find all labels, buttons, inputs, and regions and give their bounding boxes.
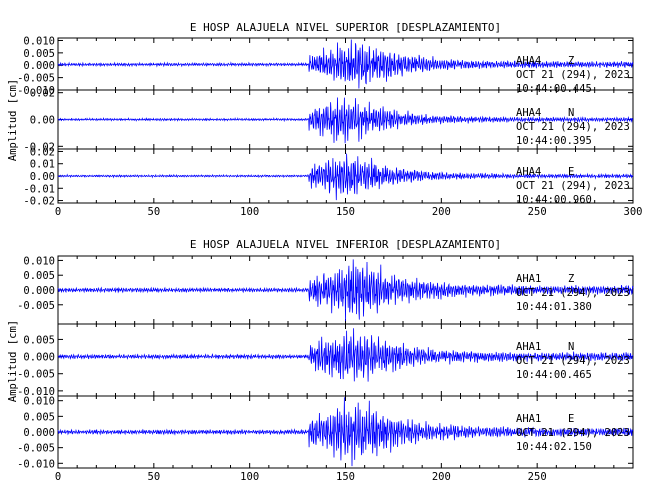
y-tick-label: -0.005 xyxy=(17,443,55,455)
date-label: OCT 21 (294), 2023 xyxy=(516,287,630,299)
chart-group-1: E HOSP ALAJUELA NIVEL SUPERIOR [DESPLAZA… xyxy=(7,21,642,218)
y-tick-label: -0.02 xyxy=(23,196,55,208)
y-tick-label: 0.02 xyxy=(30,146,55,158)
component-label: E xyxy=(568,166,574,178)
y-tick-label: -0.01 xyxy=(23,183,55,195)
y-tick-label: 0.010 xyxy=(23,35,55,47)
y-tick-label: 0.000 xyxy=(23,427,55,439)
x-tick-label: 50 xyxy=(148,471,161,483)
time-label: 10:44:00.445 xyxy=(516,83,592,95)
y-tick-label: -0.010 xyxy=(17,85,55,97)
component-label: N xyxy=(568,341,574,353)
panel-aha1-e: 0.010 0.005 0.000 -0.005 -0.010 AHA1 E OCT 21 (… xyxy=(17,395,634,470)
waveform-aha4-n xyxy=(57,97,634,144)
time-label: 10:44:00.465 xyxy=(516,369,592,381)
date-label: OCT 21 (294), 2023 xyxy=(516,355,630,367)
date-label: OCT 21 (294), 2023 xyxy=(516,427,630,439)
station-label: AHA1 xyxy=(516,273,541,285)
x-tick-label: 200 xyxy=(432,206,451,218)
waveform-aha4-e xyxy=(57,153,634,201)
y-tick-label: -0.005 xyxy=(17,369,55,381)
y-tick-label: -0.005 xyxy=(17,300,55,312)
x-tick-label: 200 xyxy=(432,471,451,483)
y-tick-label: 0.010 xyxy=(23,255,55,267)
component-label: Z xyxy=(568,55,574,67)
y-tick-label: 0.000 xyxy=(23,352,55,364)
y-tick-label: 0.01 xyxy=(30,159,55,171)
station-label: AHA4 xyxy=(516,166,541,178)
y-tick-label: 0.00 xyxy=(30,171,55,183)
time-label: 10:44:00.395 xyxy=(516,135,592,147)
panel-aha4-e: 0.020.010.00-0.01-0.02 AHA4 E OCT 21 (294),… xyxy=(23,146,634,208)
station-label: AHA1 xyxy=(516,413,541,425)
panel-aha1-z: 0.010 0.005 0.000 -0.005 AHA1 Z OCT 21 (294), … xyxy=(17,255,634,325)
x-tick-label: 250 xyxy=(528,206,547,218)
x-tick-label: 100 xyxy=(240,206,259,218)
x-tick-label: 150 xyxy=(336,206,355,218)
waveform-aha1-e xyxy=(57,397,634,467)
y-tick-label: 0.010 xyxy=(23,396,55,408)
y-tick-label: -0.010 xyxy=(17,386,55,398)
y-tick-label: 0.005 xyxy=(23,48,55,60)
x-tick-label: 0 xyxy=(55,471,61,483)
y-tick-label: 0.02 xyxy=(30,88,55,100)
x-tick-label: 250 xyxy=(528,471,547,483)
y-tick-label: 0.000 xyxy=(23,285,55,297)
x-tick-label: 150 xyxy=(336,471,355,483)
station-label: AHA4 xyxy=(516,55,541,67)
y-axis-label: Amplitud [cm] xyxy=(7,320,19,402)
component-label: E xyxy=(568,413,574,425)
y-tick-label: 0.005 xyxy=(23,411,55,423)
y-tick-label: -0.005 xyxy=(17,73,55,85)
component-label: Z xyxy=(568,273,574,285)
y-tick-label: 0.005 xyxy=(23,270,55,282)
date-label: OCT 21 (294), 2023 xyxy=(516,121,630,133)
x-tick-label: 0 xyxy=(55,206,61,218)
x-tick-label: 300 xyxy=(624,206,643,218)
y-tick-label: 0.00 xyxy=(30,115,55,127)
y-tick-label: 0.000 xyxy=(23,60,55,72)
time-label: 10:44:02.150 xyxy=(516,441,592,453)
time-label: 10:44:00.960 xyxy=(516,194,592,206)
panel-aha1-n: 0.005 0.000 -0.005 -0.010 AHA1 N OCT 21 (294),… xyxy=(17,323,634,398)
y-axis-label: Amplitud [cm] xyxy=(7,79,19,161)
chart-title: E HOSP ALAJUELA NIVEL SUPERIOR [DESPLAZA… xyxy=(190,21,501,34)
x-tick-label: 50 xyxy=(148,206,161,218)
date-label: OCT 21 (294), 2023 xyxy=(516,180,630,192)
station-label: AHA4 xyxy=(516,107,541,119)
time-label: 10:44:01.380 xyxy=(516,301,592,313)
station-label: AHA1 xyxy=(516,341,541,353)
y-tick-label: -0.010 xyxy=(17,458,55,470)
chart-group-2: E HOSP ALAJUELA NIVEL INFERIOR [DESPLAZA… xyxy=(7,238,634,483)
date-label: OCT 21 (294), 2023 xyxy=(516,69,630,81)
waveform-aha4-z xyxy=(57,39,634,89)
panel-aha4-n: 0.02 0.00 -0.02 AHA4 N OCT 21 (294), 2023 10:4… xyxy=(23,88,634,153)
y-tick-label: -0.02 xyxy=(23,141,55,153)
component-label: N xyxy=(568,107,574,119)
waveform-aha1-z xyxy=(57,259,634,322)
y-tick-label: 0.005 xyxy=(23,334,55,346)
waveform-aha1-n xyxy=(57,328,634,382)
x-tick-label: 100 xyxy=(240,471,259,483)
chart-title: E HOSP ALAJUELA NIVEL INFERIOR [DESPLAZA… xyxy=(190,238,501,251)
